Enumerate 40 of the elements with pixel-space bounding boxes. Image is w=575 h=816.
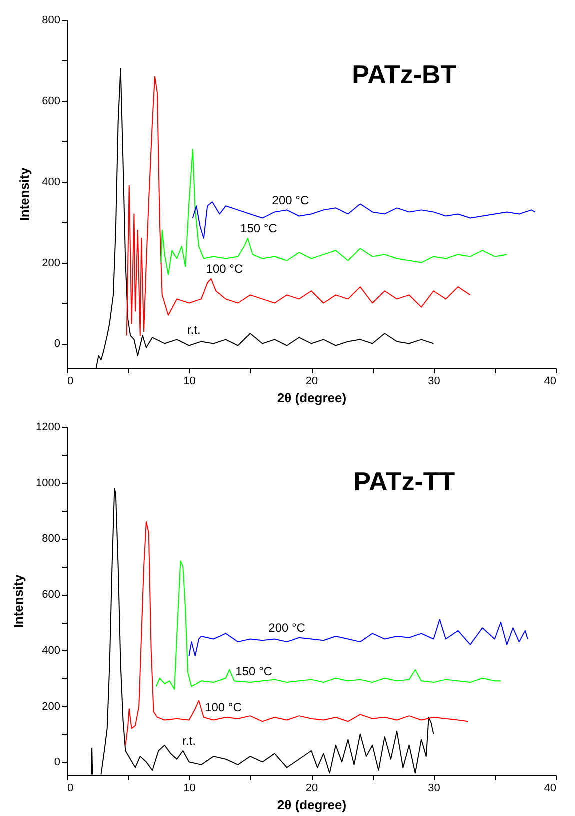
line-series bbox=[160, 148, 508, 276]
x-tick-label: 20 bbox=[306, 782, 318, 794]
x-axis-title: 2θ (degree) bbox=[277, 798, 347, 812]
line-series bbox=[188, 619, 528, 657]
x-tick-label: 30 bbox=[428, 376, 440, 388]
y-tick-label: 400 bbox=[42, 176, 60, 188]
y-tick-label: 200 bbox=[42, 257, 60, 270]
text: PATz-TT bbox=[354, 466, 456, 497]
y-tick-label: 800 bbox=[42, 14, 60, 26]
line-series bbox=[125, 521, 468, 746]
line-series bbox=[156, 560, 502, 690]
x-tick-label: 40 bbox=[544, 782, 556, 794]
x-tick-label: 0 bbox=[68, 782, 74, 794]
x-tick-label: 40 bbox=[544, 376, 556, 388]
series-label: 100 °C bbox=[206, 262, 244, 276]
text: PATz-BT bbox=[352, 60, 457, 90]
x-tick-label: 20 bbox=[306, 376, 318, 388]
series-label: r.t. bbox=[182, 734, 196, 748]
series-label: 150 °C bbox=[236, 664, 273, 678]
y-tick-label: 600 bbox=[42, 95, 60, 108]
series-label: 150 °C bbox=[240, 222, 278, 236]
series-label: 200 °C bbox=[268, 621, 306, 636]
series-label: r.t. bbox=[187, 322, 201, 337]
series-label: 100 °C bbox=[205, 700, 242, 715]
y-tick-label: 800 bbox=[42, 533, 60, 546]
y-tick-label: 0 bbox=[54, 756, 60, 769]
y-tick-label: 600 bbox=[42, 589, 60, 602]
x-axis-title: 2θ (degree) bbox=[277, 390, 347, 406]
y-tick-label: 0 bbox=[54, 338, 60, 350]
y-tick-label: 1000 bbox=[36, 477, 60, 490]
y-axis-title: Intensity bbox=[11, 574, 26, 628]
x-tick-label: 0 bbox=[68, 376, 74, 388]
series-label: 200 °C bbox=[272, 193, 310, 208]
y-tick-label: 1200 bbox=[36, 422, 60, 434]
x-tick-label: 10 bbox=[184, 376, 196, 388]
y-axis-title: Intensity bbox=[17, 167, 32, 222]
x-tick-label: 30 bbox=[428, 782, 440, 794]
x-tick-label: 10 bbox=[184, 782, 196, 794]
y-tick-label: 200 bbox=[42, 700, 60, 713]
y-tick-label: 400 bbox=[42, 644, 60, 657]
